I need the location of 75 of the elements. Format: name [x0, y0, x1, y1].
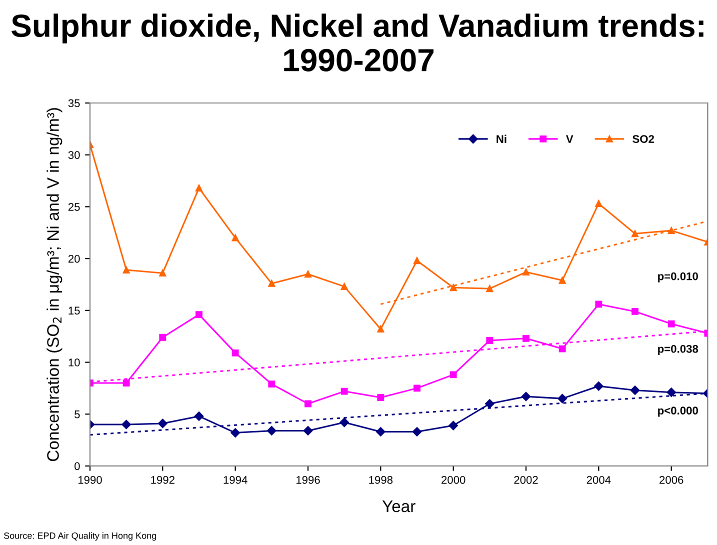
point: [304, 270, 312, 278]
x-tick-label: 1992: [151, 476, 174, 484]
x-tick-label: 2000: [442, 476, 466, 484]
annotation: p=0.038: [658, 344, 698, 356]
point: [158, 418, 168, 428]
y-tick-label: 10: [68, 358, 80, 366]
point: [522, 334, 530, 342]
point: [485, 399, 494, 408]
point: [304, 400, 312, 408]
point: [232, 234, 239, 242]
point: [159, 270, 166, 277]
y-tick-label: 25: [68, 202, 80, 211]
point: [196, 311, 202, 318]
x-tick-label: 1994: [224, 476, 248, 484]
point: [630, 386, 640, 395]
x-tick-label: 1998: [369, 476, 393, 484]
point: [412, 427, 422, 436]
x-tick-label: 2004: [586, 476, 611, 484]
point: [340, 388, 348, 395]
point: [268, 280, 276, 287]
x-axis-title: Year: [382, 500, 416, 512]
point: [414, 257, 420, 264]
point: [159, 334, 166, 341]
point: [668, 227, 675, 234]
y-tick-label: 35: [68, 99, 80, 108]
point: [558, 394, 567, 404]
source-note: Source: EPD Air Quality in Hong Kong: [4, 532, 156, 541]
point: [267, 426, 276, 436]
chart-title: Sulphur dioxide, Nickel and Vanadium trends: 1990-2007: [12, 14, 704, 72]
point: [377, 326, 384, 333]
legend-label: Ni: [496, 134, 506, 143]
point: [521, 392, 531, 402]
point: [632, 308, 638, 315]
point: [522, 268, 530, 276]
point: [486, 285, 494, 292]
point: [268, 380, 276, 388]
annotation: p=0.010: [658, 272, 698, 282]
point: [122, 420, 131, 430]
point: [632, 230, 638, 238]
point: [448, 420, 458, 430]
y-tick-label: 20: [68, 254, 80, 263]
point: [122, 266, 130, 274]
point: [340, 283, 348, 290]
point: [486, 337, 494, 344]
legend-label: SO2: [632, 135, 654, 143]
x-tick-label: 1996: [296, 476, 320, 484]
point: [666, 388, 676, 397]
point: [594, 382, 604, 391]
point: [376, 427, 386, 436]
legend-label: V: [566, 135, 574, 143]
annotation: p<0.000: [658, 406, 698, 417]
x-tick-label: 2006: [660, 476, 684, 484]
point: [377, 394, 384, 401]
y-axis-title: Concentration (SO$_{2}$ in μg/m³; Ni and V in ng/m³): [46, 108, 62, 462]
point: [194, 412, 204, 421]
point: [232, 349, 239, 356]
y-tick-label: 0: [74, 462, 80, 470]
x-tick-label: 2002: [514, 476, 538, 484]
point: [414, 384, 420, 392]
point: [558, 276, 566, 284]
x-tick-label: 1990: [78, 476, 102, 484]
point: [595, 300, 602, 308]
point: [450, 371, 457, 378]
y-tick-label: 30: [68, 151, 80, 159]
point: [122, 380, 130, 386]
point: [668, 320, 675, 328]
point: [340, 418, 349, 428]
point: [230, 428, 240, 438]
point: [595, 200, 602, 208]
point: [196, 184, 202, 192]
point: [450, 284, 457, 292]
y-tick-label: 15: [68, 306, 80, 315]
y-tick-label: 5: [74, 410, 80, 418]
point: [303, 426, 313, 436]
point: [558, 345, 566, 352]
